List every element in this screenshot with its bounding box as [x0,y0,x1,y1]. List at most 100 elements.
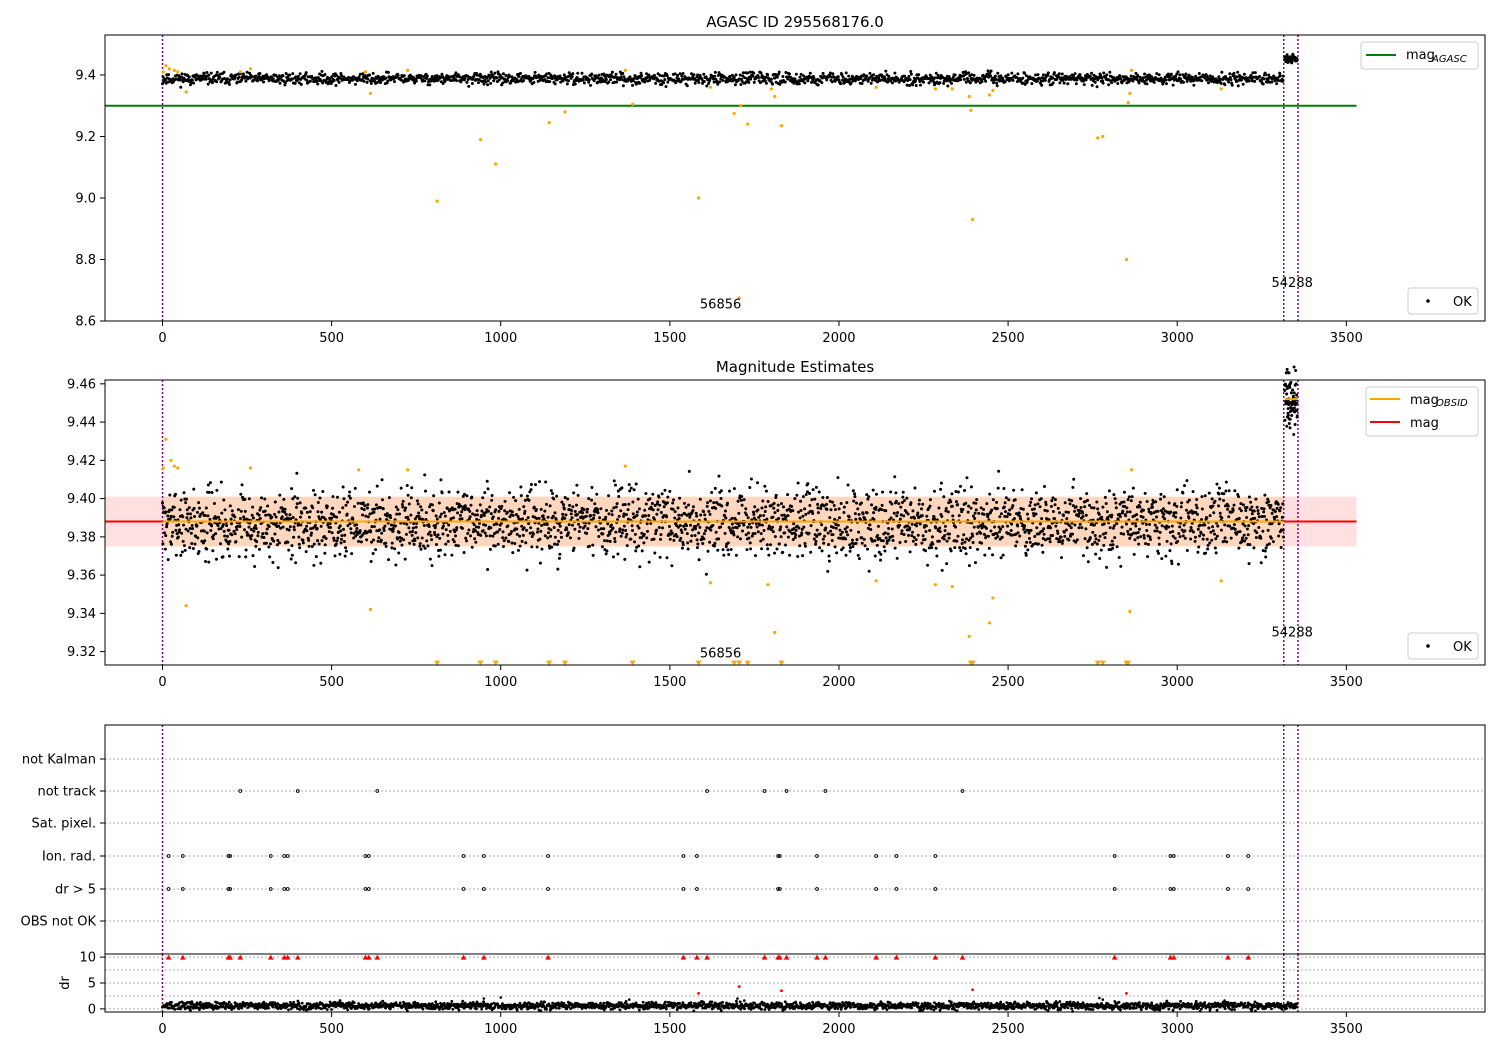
data-point-ok [516,514,520,518]
data-point-ok [974,508,978,512]
data-point-ok [1129,499,1133,503]
data-point-ok [202,71,206,75]
data-point-ok [1220,516,1224,520]
data-point-ok [224,81,228,85]
data-point-ok [727,553,731,557]
data-point-ok [658,555,662,559]
data-point-ok [544,480,548,484]
data-point-ok [243,509,247,513]
data-point-ok [439,478,443,482]
data-point-ok [1223,83,1227,87]
data-point-ok [1257,526,1261,530]
data-point-ok [702,79,706,83]
data-point-not-ok [368,607,373,612]
data-point-ok [969,506,973,510]
data-point-ok [466,532,470,536]
marker-below-range [546,660,553,666]
x-tick-label: 1000 [484,331,517,346]
data-point-ok [918,83,922,87]
data-point-ok [575,503,578,507]
data-point-ok [373,507,377,511]
data-point-ok [960,510,964,514]
data-point-ok [1051,81,1055,85]
data-point-ok [527,74,531,78]
data-point-ok [551,514,555,518]
data-point-ok [1210,79,1214,83]
data-point-ok [883,531,887,535]
data-point-ok [990,508,994,512]
data-point-ok [1177,531,1181,535]
data-point-ok [880,503,884,507]
data-point-ok [238,517,242,521]
data-point-ok [968,81,972,85]
data-point-ok [1149,512,1153,516]
data-point-ok [1258,74,1262,78]
data-point-ok [680,513,684,517]
data-point-ok [818,79,822,83]
data-point-ok [925,514,929,518]
data-point-ok [404,532,408,536]
data-point-ok [510,510,514,514]
data-point-ok [592,79,596,83]
data-point-ok [632,488,636,492]
data-point-ok [1147,507,1151,511]
data-point-ok [575,75,579,79]
data-point-ok [1120,525,1124,529]
data-point-ok [261,532,265,536]
data-point-ok [1100,76,1104,80]
data-point-ok [1241,82,1245,86]
data-point-ok [412,522,416,526]
data-point-ok [1078,508,1082,512]
data-point-ok [636,497,640,501]
data-point-ok [1101,532,1105,536]
x-tick-label: 500 [319,675,344,690]
data-point-ok [514,513,518,517]
data-point-ok [617,494,621,498]
data-point-ok [317,542,321,546]
data-point-ok [174,553,178,557]
data-point-ok [1197,72,1201,76]
data-point-ok [366,77,370,81]
data-point-ok [1135,513,1139,517]
data-point-ok [794,72,798,76]
data-point-ok [1179,505,1183,509]
data-point-ok [1185,548,1189,552]
data-point-ok [186,529,190,533]
data-point-ok [618,530,622,534]
data-point-ok [488,547,492,551]
data-point-ok [665,515,669,519]
data-point-ok [854,541,858,545]
data-point-ok [318,496,322,500]
data-point-ok [848,546,852,550]
data-point-ok [419,505,423,509]
data-point-ok [206,483,210,487]
data-point-ok [517,75,521,79]
data-point-ok [1122,500,1126,504]
data-point-ok [172,505,176,509]
data-point-ok [1078,522,1082,526]
data-point-not-ok [874,579,878,583]
data-point-ok [230,533,234,537]
data-point-ok [965,537,969,541]
data-point-ok [1107,489,1111,493]
legend-label-mag-obsid: mag [1410,393,1439,408]
data-point-ok [1137,542,1141,546]
data-point-ok [1231,508,1235,512]
data-point-ok [481,529,485,533]
data-point-ok [772,501,776,505]
data-point-ok [613,483,617,487]
marker-below-range [731,660,738,666]
data-point-ok [502,539,506,543]
data-point-ok [587,78,591,82]
data-point-ok [519,485,523,489]
data-point-ok [325,75,329,79]
data-point-ok [917,73,921,77]
data-point-ok [996,535,1000,539]
data-point-ok [193,514,197,518]
data-point-ok [310,545,314,549]
data-point-ok [608,532,612,536]
data-point-ok [874,492,878,496]
data-point-not-ok [1124,257,1129,262]
data-point-ok [342,497,346,501]
data-point-ok [514,499,518,503]
